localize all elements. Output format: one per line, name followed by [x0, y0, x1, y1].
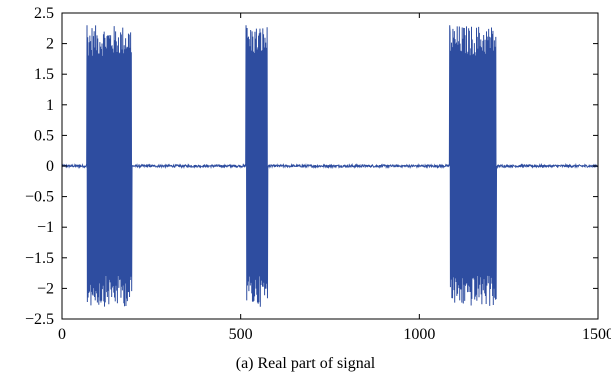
- signal-series-line: [61, 25, 599, 307]
- y-tick-label: −1.5: [25, 250, 54, 267]
- y-tick-label: −2: [37, 280, 54, 297]
- y-tick-label: 2.5: [34, 5, 54, 22]
- y-tick-label: −2.5: [25, 311, 54, 328]
- x-tick-label: 1500: [582, 326, 611, 343]
- x-tick-label: 0: [58, 326, 66, 343]
- y-tick-label: 2: [46, 36, 54, 53]
- x-tick-label: 500: [229, 326, 253, 343]
- signal-chart: 0 500 1000 1500 2.5 2 1.5 1 0.5 0 −0.5 −1 −1.5 −2 −2.5: [25, 5, 611, 343]
- series-layer: [61, 25, 599, 307]
- y-tick-label: −1: [37, 219, 54, 236]
- y-tick-label: 1: [46, 97, 54, 114]
- tick-layer: 0 500 1000 1500 2.5 2 1.5 1 0.5 0 −0.5 −1 −1.5 −2 −2.5: [25, 5, 611, 343]
- figure-caption: (a) Real part of signal: [235, 355, 376, 372]
- x-tick-label: 1000: [403, 326, 435, 343]
- y-tick-label: 0.5: [34, 127, 54, 144]
- y-tick-label: −0.5: [25, 189, 54, 206]
- y-tick-label: 0: [46, 158, 54, 175]
- y-tick-label: 1.5: [34, 66, 54, 83]
